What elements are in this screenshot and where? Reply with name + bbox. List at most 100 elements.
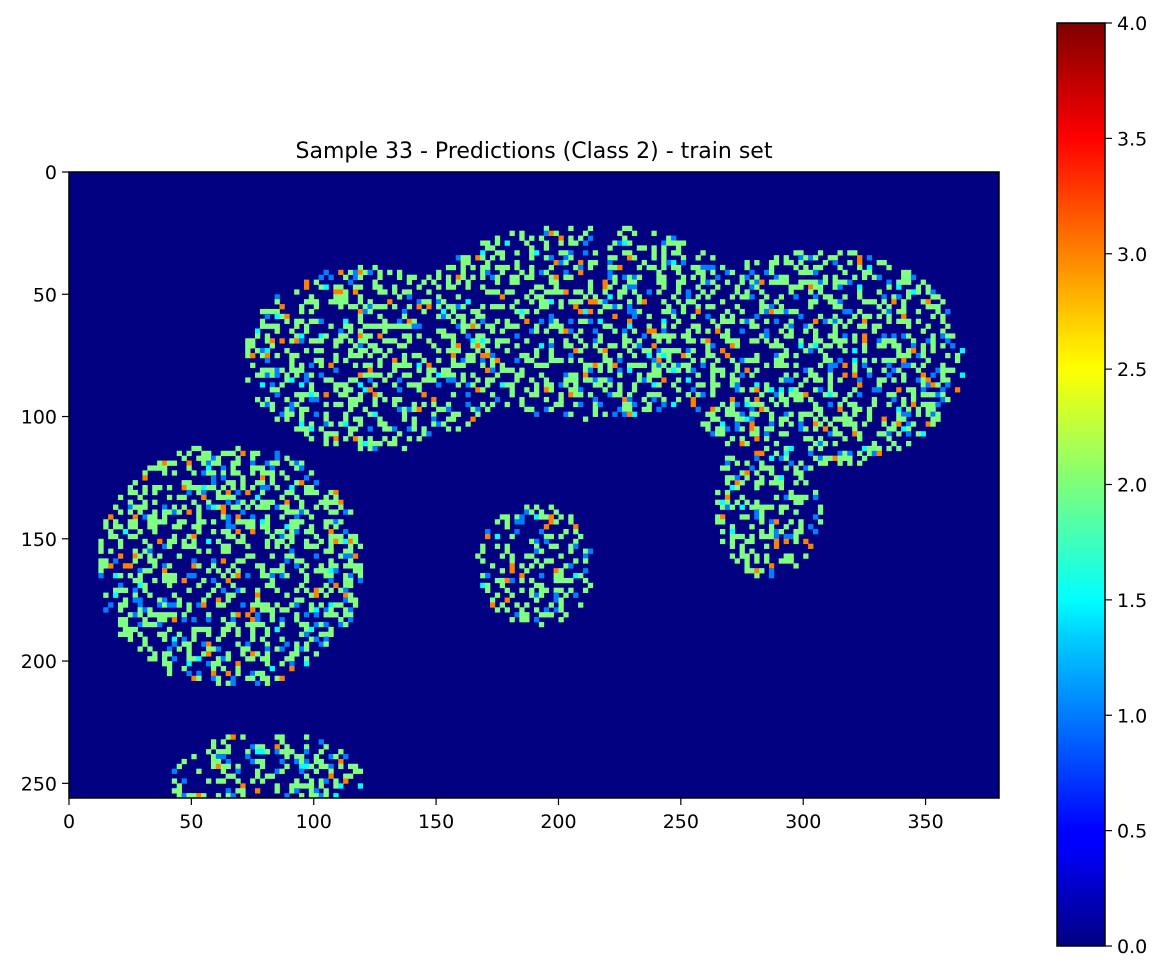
heatmap-cell	[396, 323, 403, 329]
heatmap-cell	[122, 621, 129, 628]
heatmap-cell	[308, 514, 315, 520]
heatmap-cell	[568, 250, 574, 256]
heatmap-cell	[294, 597, 300, 603]
heatmap-cell	[861, 318, 868, 325]
heatmap-cell	[720, 318, 726, 325]
heatmap-cell	[778, 387, 785, 393]
heatmap-cell	[308, 396, 315, 403]
heatmap-cell	[734, 460, 740, 466]
heatmap-cell	[788, 421, 794, 427]
heatmap-cell	[534, 387, 540, 393]
heatmap-cell	[808, 445, 814, 452]
heatmap-cell	[255, 612, 261, 618]
x-tick-label: 50	[179, 811, 203, 833]
heatmap-cell	[494, 372, 501, 378]
heatmap-cell	[852, 357, 858, 364]
heatmap-cell	[808, 343, 814, 349]
heatmap-cell	[847, 455, 853, 461]
heatmap-cell	[578, 264, 584, 271]
heatmap-cell	[132, 489, 138, 496]
heatmap-cell	[186, 587, 192, 593]
heatmap-cell	[377, 421, 383, 427]
heatmap-cell	[441, 421, 447, 427]
heatmap-cell	[284, 543, 290, 549]
heatmap-cell	[529, 592, 535, 598]
heatmap-cell	[406, 279, 413, 285]
heatmap-cell	[788, 387, 794, 393]
heatmap-cell	[764, 333, 770, 339]
heatmap-cell	[299, 421, 305, 427]
heatmap-cell	[744, 294, 750, 300]
heatmap-cell	[538, 509, 545, 515]
heatmap-cell	[333, 299, 339, 305]
heatmap-cell	[235, 504, 241, 510]
heatmap-cell	[338, 499, 344, 505]
heatmap-cell	[578, 260, 584, 266]
heatmap-cell	[945, 323, 951, 329]
heatmap-cell	[480, 362, 486, 369]
heatmap-cell	[847, 318, 853, 325]
heatmap-cell	[832, 362, 838, 369]
heatmap-cell	[142, 485, 148, 491]
heatmap-cell	[729, 313, 736, 320]
heatmap-cell	[563, 328, 569, 334]
heatmap-cell	[778, 328, 785, 334]
heatmap-cell	[299, 631, 305, 638]
heatmap-cell	[700, 250, 706, 256]
heatmap-cell	[548, 348, 554, 354]
heatmap-cell	[480, 543, 486, 549]
heatmap-cell	[940, 367, 946, 373]
heatmap-cell	[568, 274, 574, 280]
heatmap-cell	[749, 269, 755, 276]
heatmap-cell	[832, 284, 838, 290]
heatmap-cell	[352, 768, 359, 774]
heatmap-cell	[729, 538, 736, 545]
heatmap-cell	[338, 587, 344, 593]
heatmap-cell	[284, 553, 290, 559]
heatmap-cell	[783, 348, 789, 354]
heatmap-cell	[675, 299, 682, 305]
heatmap-cell	[132, 524, 138, 530]
heatmap-cell	[734, 343, 740, 349]
heatmap-cell	[230, 573, 236, 579]
heatmap-cell	[450, 392, 457, 398]
heatmap-cell	[710, 269, 716, 276]
heatmap-cell	[612, 328, 618, 334]
heatmap-cell	[680, 333, 687, 339]
heatmap-cell	[543, 362, 550, 369]
heatmap-cell	[695, 294, 701, 300]
heatmap-cell	[431, 421, 437, 427]
heatmap-cell	[661, 352, 667, 359]
heatmap-cell	[328, 274, 334, 280]
heatmap-cell	[793, 465, 799, 471]
heatmap-cell	[220, 626, 227, 633]
heatmap-cell	[548, 255, 554, 261]
heatmap-cell	[734, 284, 740, 290]
heatmap-cell	[294, 514, 300, 520]
heatmap-cell	[519, 352, 525, 359]
heatmap-cell	[171, 602, 178, 608]
heatmap-cell	[196, 656, 202, 662]
heatmap-cell	[372, 392, 378, 398]
heatmap-cell	[749, 338, 755, 344]
heatmap-cell	[308, 529, 315, 535]
heatmap-cell	[866, 269, 873, 276]
heatmap-cell	[166, 582, 173, 589]
heatmap-cell	[759, 509, 765, 515]
heatmap-cell	[524, 568, 530, 574]
heatmap-cell	[269, 387, 275, 393]
heatmap-cell	[392, 382, 398, 388]
heatmap-cell	[494, 274, 501, 280]
heatmap-cell	[372, 440, 378, 447]
heatmap-cell	[534, 558, 540, 564]
heatmap-cell	[817, 436, 824, 442]
heatmap-cell	[930, 411, 936, 417]
heatmap-cell	[582, 343, 589, 349]
heatmap-cell	[259, 573, 266, 579]
heatmap-cell	[279, 494, 285, 501]
heatmap-cell	[367, 299, 373, 305]
heatmap-cell	[832, 338, 838, 344]
heatmap-cell	[773, 440, 780, 447]
heatmap-cell	[377, 348, 383, 354]
heatmap-cell	[891, 392, 897, 398]
